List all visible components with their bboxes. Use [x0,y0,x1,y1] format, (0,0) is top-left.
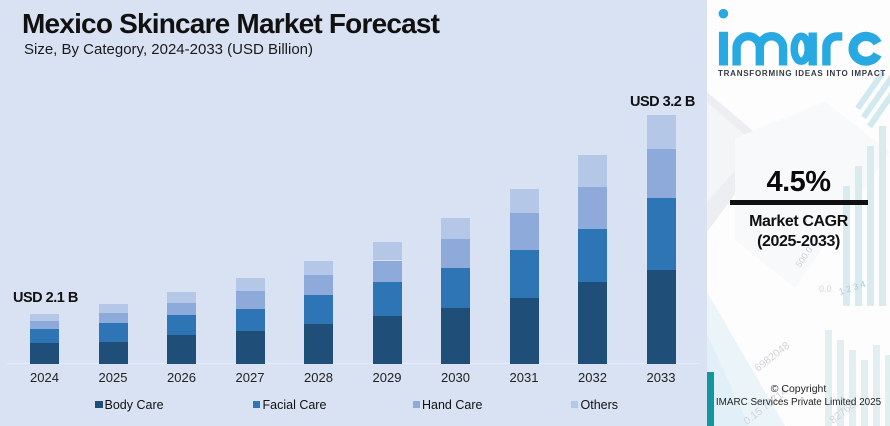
svg-text:0.0: 0.0 [819,284,832,294]
svg-text:1 2 3 4: 1 2 3 4 [838,279,867,297]
svg-text:6982048: 6982048 [752,340,792,375]
